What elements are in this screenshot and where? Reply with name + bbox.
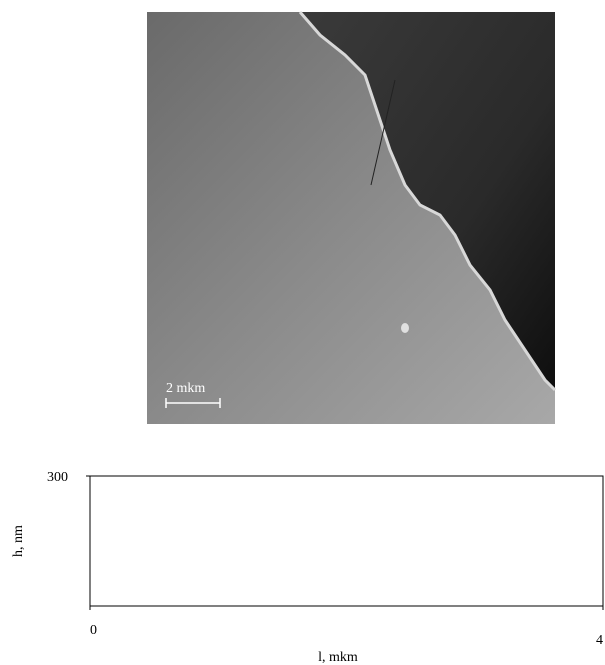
y-tick-label: 300 [47, 470, 68, 485]
x-tick-label: 4 [596, 633, 603, 648]
dark-region [300, 12, 555, 390]
y-axis-label: h, nm [11, 525, 26, 557]
afm-image: 2 mkm [147, 11, 557, 424]
step-edge [298, 11, 557, 392]
profile-line [370, 79, 396, 186]
profile-chart: h, nm l, mkm 300 0 4 [11, 470, 604, 665]
x-tick-label: 0 [90, 623, 97, 638]
x-axis-label: l, mkm [318, 650, 358, 665]
particle [401, 323, 409, 333]
plot-frame [89, 475, 604, 607]
scale-label: 2 mkm [166, 381, 205, 396]
